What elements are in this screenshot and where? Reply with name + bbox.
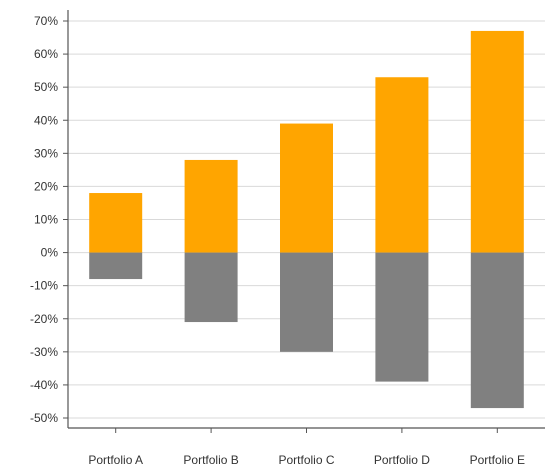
bar-portfolio-c-positive	[280, 123, 333, 253]
y-tick-label: -30%	[30, 345, 58, 359]
bars	[89, 30, 524, 409]
x-category-label: Portfolio B	[183, 453, 238, 467]
y-tick-label: -50%	[30, 411, 58, 425]
bar-portfolio-e-positive	[470, 30, 524, 253]
bar-portfolio-a-negative	[89, 252, 143, 280]
x-category-label: Portfolio D	[374, 453, 430, 467]
y-tick-label: 50%	[34, 80, 58, 94]
y-tick-label: 0%	[41, 246, 59, 260]
x-category-label: Portfolio A	[88, 453, 143, 467]
bar-portfolio-b-negative	[184, 252, 238, 323]
y-tick-label: 40%	[34, 113, 58, 127]
x-axis-category-labels: Portfolio A Portfolio B Portfolio C Portfol…	[88, 453, 525, 467]
axes	[63, 10, 545, 433]
y-tick-label: 10%	[34, 213, 58, 227]
y-tick-label: 60%	[34, 47, 58, 61]
y-tick-label: 20%	[34, 179, 58, 193]
bar-portfolio-e-negative	[470, 252, 524, 409]
y-tick-label: -20%	[30, 312, 58, 326]
bar-portfolio-c-negative	[280, 252, 333, 352]
y-axis-tick-labels: 70% 60% 50% 40% 30% 20% 10% 0% -10% -20% -30% -40% -…	[30, 14, 58, 425]
bar-portfolio-d-positive	[375, 77, 429, 253]
x-category-label: Portfolio E	[470, 453, 525, 467]
bar-portfolio-d-negative	[375, 252, 429, 382]
x-category-label: Portfolio C	[278, 453, 334, 467]
y-tick-label: -10%	[30, 279, 58, 293]
y-tick-label: 30%	[34, 146, 58, 160]
y-tick-label: 70%	[34, 14, 58, 28]
y-tick-label: -40%	[30, 378, 58, 392]
bar-portfolio-b-positive	[184, 159, 238, 253]
bar-portfolio-a-positive	[89, 193, 143, 253]
